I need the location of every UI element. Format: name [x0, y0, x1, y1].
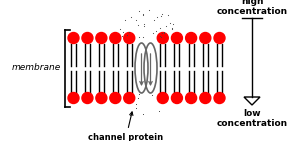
Circle shape	[124, 32, 135, 44]
Text: high
concentration: high concentration	[217, 0, 287, 16]
Circle shape	[200, 32, 211, 44]
Point	[140, 113, 145, 115]
Point	[151, 32, 156, 34]
Point	[140, 14, 145, 16]
Point	[157, 27, 162, 29]
Point	[123, 19, 127, 21]
Point	[134, 103, 139, 105]
Circle shape	[157, 92, 168, 103]
Point	[133, 107, 138, 109]
Circle shape	[82, 32, 93, 44]
Circle shape	[96, 92, 107, 103]
Circle shape	[124, 92, 135, 103]
Circle shape	[96, 32, 107, 44]
Circle shape	[82, 92, 93, 103]
Text: channel protein: channel protein	[88, 112, 163, 141]
Point	[162, 31, 166, 34]
Circle shape	[68, 92, 79, 103]
Point	[158, 35, 163, 37]
Point	[136, 96, 140, 99]
Point	[149, 94, 154, 97]
Circle shape	[171, 92, 183, 103]
Point	[137, 10, 141, 12]
Point	[119, 35, 124, 37]
Circle shape	[68, 32, 79, 44]
Point	[137, 35, 141, 38]
Point	[158, 36, 163, 39]
Point	[168, 22, 172, 24]
Circle shape	[186, 32, 197, 44]
Point	[154, 30, 159, 32]
Point	[159, 13, 164, 15]
Point	[142, 23, 146, 26]
Point	[128, 114, 132, 116]
Point	[136, 92, 141, 95]
Point	[128, 16, 133, 18]
Circle shape	[110, 32, 121, 44]
Circle shape	[214, 32, 225, 44]
Point	[127, 31, 131, 33]
Text: membrane: membrane	[12, 63, 61, 72]
Circle shape	[186, 92, 197, 103]
Point	[140, 13, 145, 15]
Point	[124, 34, 129, 36]
Point	[156, 110, 161, 112]
Point	[166, 14, 170, 16]
Point	[164, 25, 168, 27]
Point	[134, 19, 139, 21]
Circle shape	[171, 32, 183, 44]
Circle shape	[214, 92, 225, 103]
Point	[142, 24, 146, 27]
Point	[118, 27, 123, 30]
Point	[170, 28, 175, 30]
Point	[170, 23, 175, 26]
Point	[160, 32, 164, 34]
Point	[170, 27, 175, 30]
Point	[135, 24, 140, 26]
Circle shape	[110, 92, 121, 103]
Circle shape	[200, 92, 211, 103]
Text: low
concentration: low concentration	[217, 109, 287, 128]
Point	[152, 18, 156, 21]
Point	[162, 31, 167, 33]
Point	[121, 31, 126, 33]
Point	[155, 16, 159, 19]
Point	[141, 36, 146, 39]
Circle shape	[157, 32, 168, 44]
Point	[159, 15, 164, 17]
Point	[147, 9, 151, 11]
